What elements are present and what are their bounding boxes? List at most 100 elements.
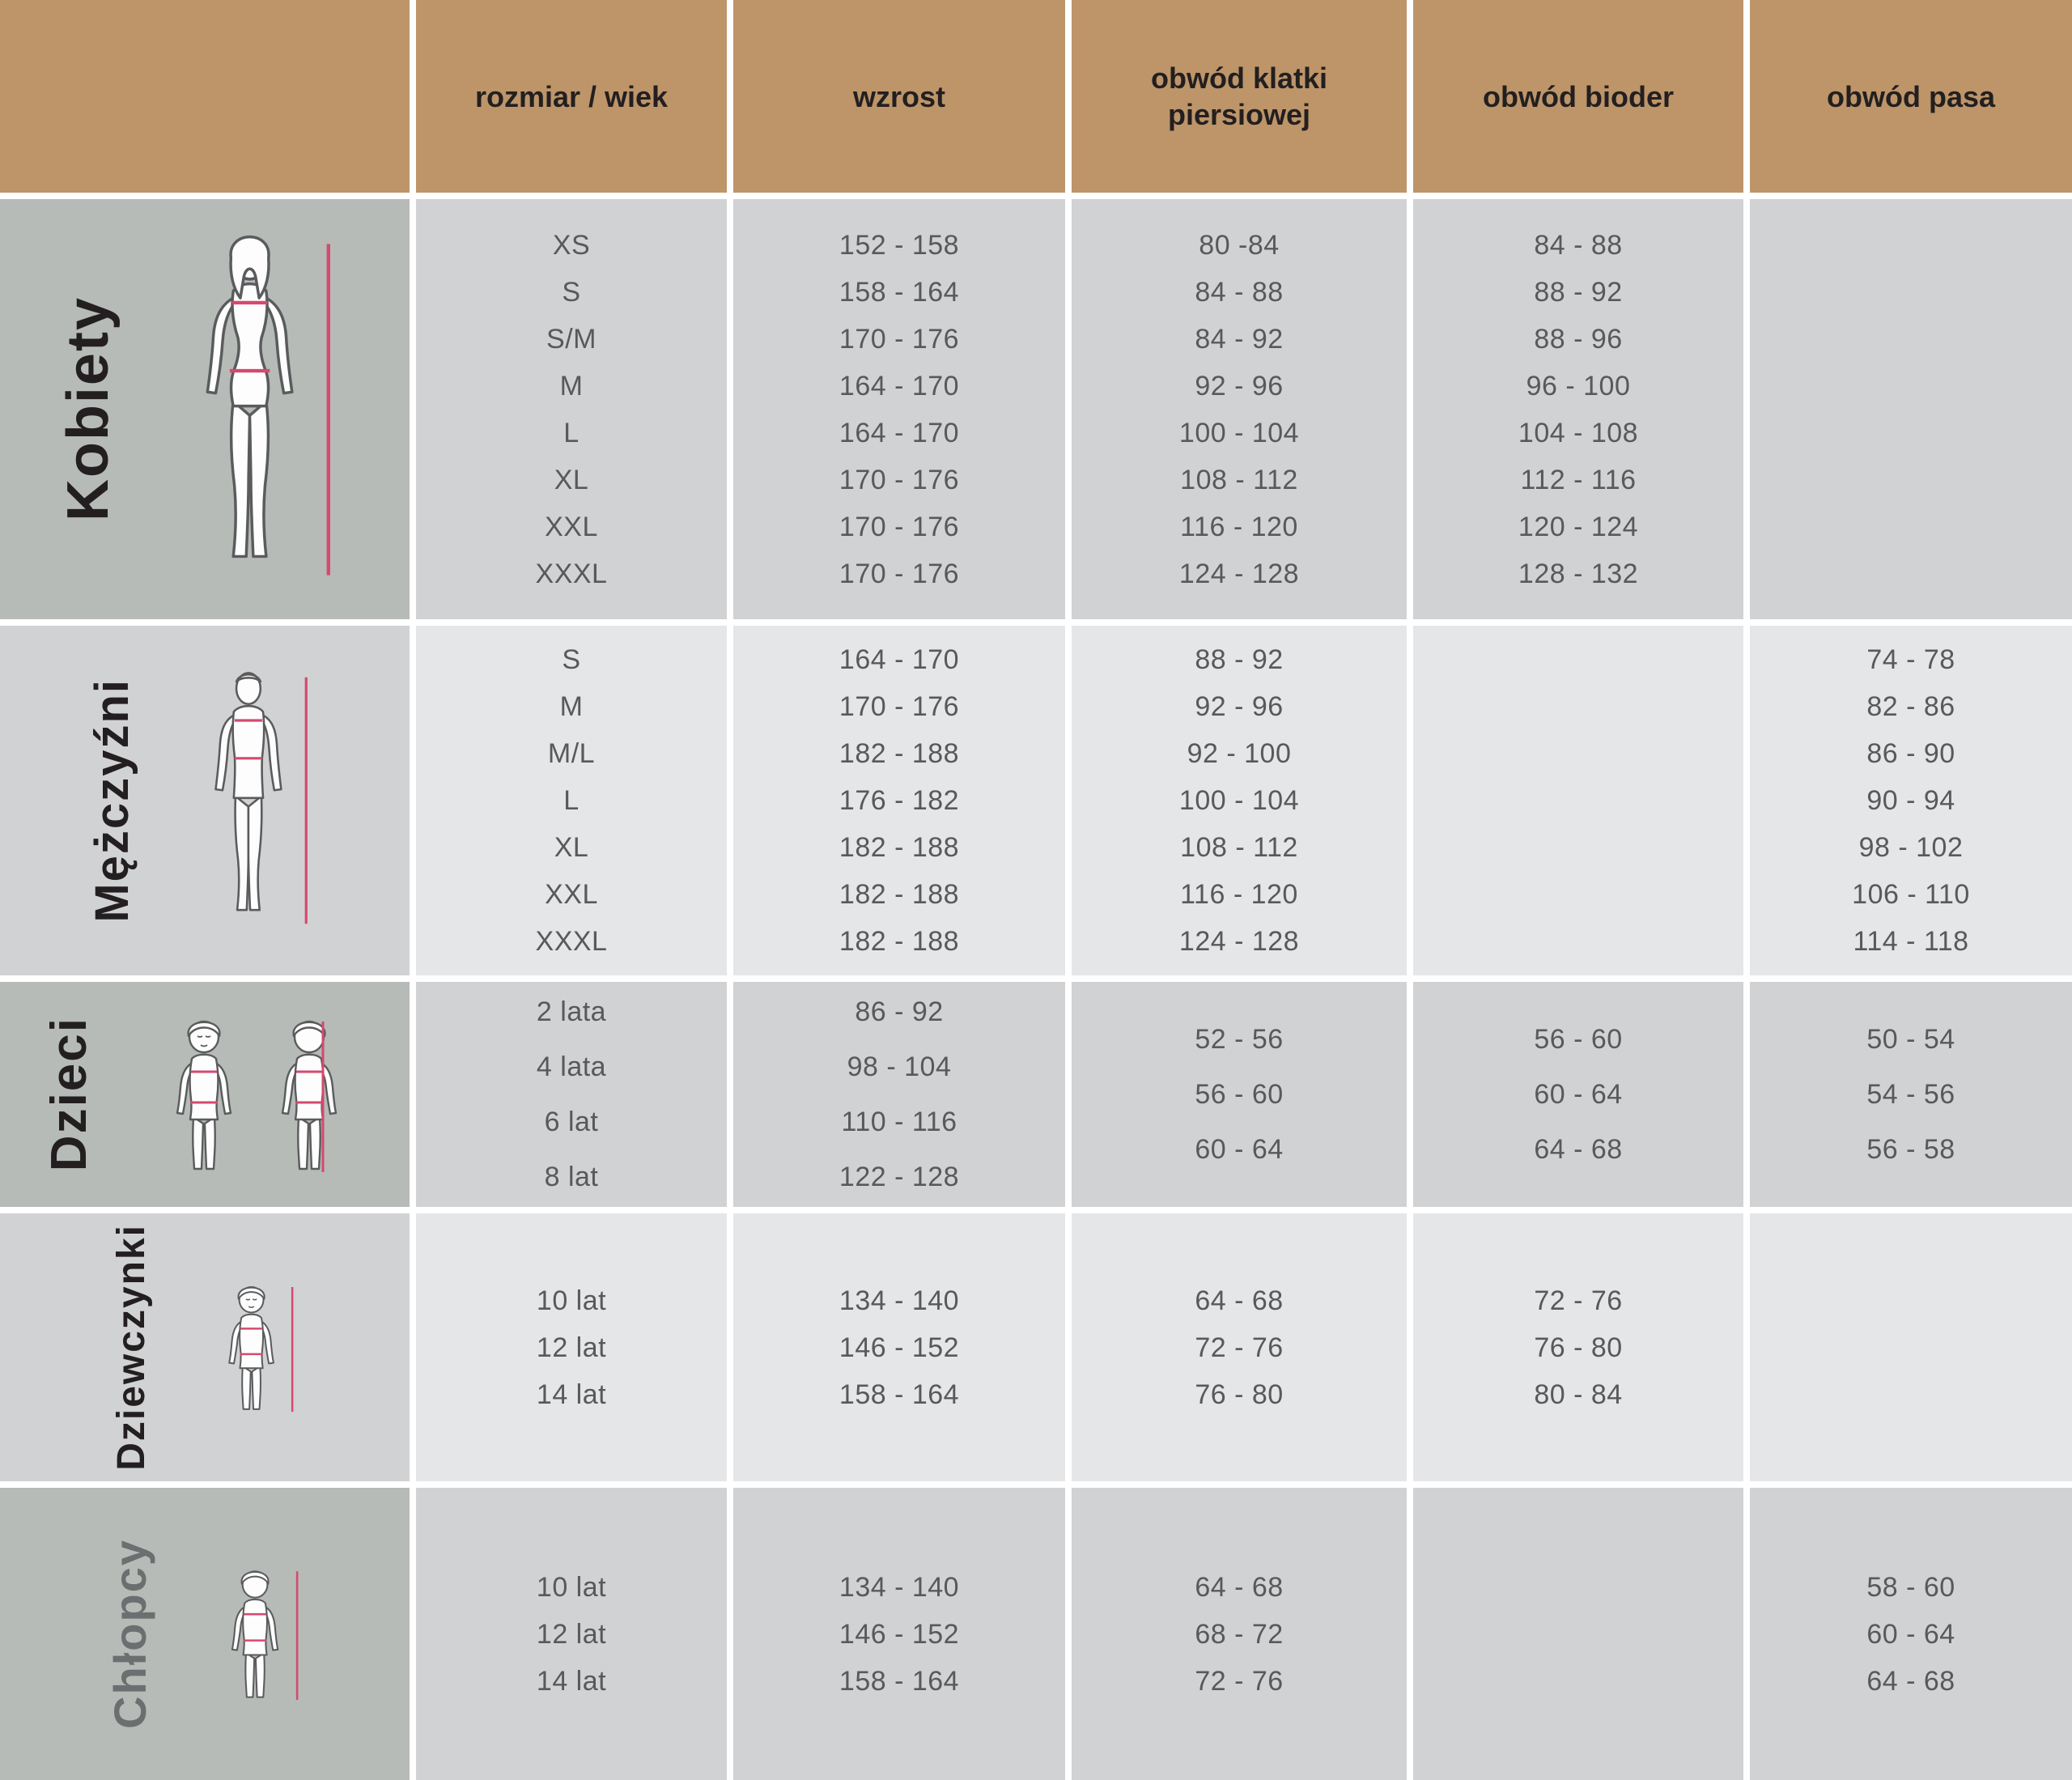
dzieci-hips-cell: 56 - 60 60 - 64 64 - 68 xyxy=(1413,982,1743,1207)
kobiety-chest-value: 108 - 112 xyxy=(1180,464,1298,495)
section-dzieci-label-cell: Dzieci xyxy=(0,982,410,1207)
column-header-chest: obwód klatki piersiowej xyxy=(1072,0,1407,193)
section-label-chlopcy: Chłopcy xyxy=(104,1539,155,1729)
kobiety-hips-value: 84 - 88 xyxy=(1534,229,1623,261)
kobiety-hips-value: 128 - 132 xyxy=(1518,558,1639,589)
mezczyzni-waist-value: 114 - 118 xyxy=(1853,926,1969,957)
dzieci-waist-cell: 50 - 54 54 - 56 56 - 58 xyxy=(1750,982,2072,1207)
kobiety-hips-cell: 84 - 88 88 - 92 88 - 96 96 - 100 104 - 108 11… xyxy=(1413,199,1743,619)
dziewczynki-hips-value: 80 - 84 xyxy=(1534,1379,1623,1410)
chlopcy-chest-value: 64 - 68 xyxy=(1195,1571,1284,1603)
dziewczynki-hips-value: 76 - 80 xyxy=(1534,1332,1623,1363)
mezczyzni-height-value: 164 - 170 xyxy=(839,644,960,675)
kobiety-height-value: 164 - 170 xyxy=(839,417,960,448)
mezczyzni-chest-value: 124 - 128 xyxy=(1178,926,1300,957)
chlopcy-height-value: 134 - 140 xyxy=(839,1571,960,1603)
kobiety-size-value: L xyxy=(563,417,580,448)
section-mezczyzni-label-cell: Mężczyźni xyxy=(0,626,410,975)
chlopcy-waist-value: 64 - 68 xyxy=(1866,1665,1955,1697)
chlopcy-waist-value: 60 - 64 xyxy=(1866,1618,1955,1650)
kobiety-height-value: 170 - 176 xyxy=(839,323,960,355)
dziewczynki-hips-cell: 72 - 76 76 - 80 80 - 84 xyxy=(1413,1213,1743,1481)
kobiety-hips-value: 112 - 116 xyxy=(1520,464,1637,495)
kobiety-hips-value: 120 - 124 xyxy=(1518,511,1639,542)
section-dziewczynki-label-cell: Dziewczynki xyxy=(0,1213,410,1481)
section-label-dziewczynki: Dziewczynki xyxy=(109,1224,153,1471)
chlopcy-chest-value: 68 - 72 xyxy=(1195,1618,1284,1650)
kobiety-height-value: 152 - 158 xyxy=(839,229,960,261)
kobiety-size-cell: XS S S/M M L XL XXL XXXL xyxy=(416,199,727,619)
mezczyzni-waist-value: 86 - 90 xyxy=(1866,738,1955,769)
chlopcy-height-value: 146 - 152 xyxy=(839,1618,960,1650)
kobiety-chest-cell: 80 -84 84 - 88 84 - 92 92 - 96 100 - 104 108 … xyxy=(1072,199,1407,619)
dzieci-height-value: 110 - 116 xyxy=(841,1107,957,1137)
mezczyzni-waist-value: 90 - 94 xyxy=(1866,785,1955,816)
mezczyzni-height-cell: 164 - 170 170 - 176 182 - 188 176 - 182 182 … xyxy=(733,626,1065,975)
section-label-kobiety: Kobiety xyxy=(56,296,121,522)
dzieci-size-value: 2 lata xyxy=(536,996,607,1027)
dzieci-chest-value: 56 - 60 xyxy=(1195,1079,1284,1110)
mezczyzni-size-value: S xyxy=(562,644,581,675)
mezczyzni-height-value: 182 - 188 xyxy=(839,879,960,910)
dzieci-height-value: 122 - 128 xyxy=(839,1162,960,1192)
kobiety-height-value: 170 - 176 xyxy=(839,558,960,589)
kobiety-hips-value: 88 - 92 xyxy=(1534,276,1623,308)
chlopcy-height-value: 158 - 164 xyxy=(839,1665,960,1697)
section-label-mezczyzni: Mężczyźni xyxy=(85,678,138,923)
dziewczynki-chest-cell: 64 - 68 72 - 76 76 - 80 xyxy=(1072,1213,1407,1481)
chlopcy-waist-cell: 58 - 60 60 - 64 64 - 68 xyxy=(1750,1488,2072,1780)
kobiety-height-value: 170 - 176 xyxy=(839,464,960,495)
dzieci-height-cell: 86 - 92 98 - 104 110 - 116 122 - 128 xyxy=(733,982,1065,1207)
girl-figure-icon xyxy=(210,1279,301,1417)
mezczyzni-waist-value: 106 - 110 xyxy=(1852,879,1970,910)
mezczyzni-size-value: XL xyxy=(554,832,589,863)
kobiety-chest-value: 92 - 96 xyxy=(1195,370,1284,401)
children-figure-icon xyxy=(155,1012,369,1178)
kobiety-chest-value: 100 - 104 xyxy=(1178,417,1300,448)
mezczyzni-chest-value: 108 - 112 xyxy=(1180,832,1298,863)
dzieci-hips-value: 56 - 60 xyxy=(1534,1024,1623,1055)
dzieci-height-value: 98 - 104 xyxy=(847,1051,952,1082)
section-chlopcy-label-cell: Chłopcy xyxy=(0,1488,410,1780)
kobiety-size-value: XL xyxy=(554,464,589,495)
mezczyzni-chest-value: 88 - 92 xyxy=(1195,644,1284,675)
kobiety-height-value: 164 - 170 xyxy=(839,370,960,401)
dzieci-size-cell: 2 lata 4 lata 6 lat 8 lat xyxy=(416,982,727,1207)
dziewczynki-chest-value: 64 - 68 xyxy=(1195,1285,1284,1316)
dziewczynki-size-value: 14 lat xyxy=(536,1379,607,1410)
section-kobiety-label-cell: Kobiety xyxy=(0,199,410,619)
mezczyzni-chest-value: 100 - 104 xyxy=(1178,785,1300,816)
chlopcy-hips-cell xyxy=(1413,1488,1743,1780)
chlopcy-size-cell: 10 lat 12 lat 14 lat xyxy=(416,1488,727,1780)
header-corner-cell xyxy=(0,0,410,193)
dziewczynki-size-cell: 10 lat 12 lat 14 lat xyxy=(416,1213,727,1481)
dzieci-size-value: 8 lat xyxy=(544,1162,599,1192)
column-header-hips: obwód bioder xyxy=(1413,0,1743,193)
kobiety-waist-cell xyxy=(1750,199,2072,619)
mezczyzni-size-value: M xyxy=(559,691,584,722)
kobiety-size-value: XS xyxy=(552,229,591,261)
mezczyzni-size-cell: S M M/L L XL XXL XXXL xyxy=(416,626,727,975)
chlopcy-chest-cell: 64 - 68 68 - 72 72 - 76 xyxy=(1072,1488,1407,1780)
dziewczynki-waist-cell xyxy=(1750,1213,2072,1481)
chlopcy-size-value: 10 lat xyxy=(536,1571,607,1603)
mezczyzni-size-value: XXL xyxy=(545,879,598,910)
dziewczynki-size-value: 12 lat xyxy=(536,1332,607,1363)
mezczyzni-waist-cell: 74 - 78 82 - 86 86 - 90 90 - 94 98 - 102 106 … xyxy=(1750,626,2072,975)
kobiety-chest-value: 80 -84 xyxy=(1199,229,1280,261)
mezczyzni-size-value: XXXL xyxy=(535,926,608,957)
woman-figure-icon xyxy=(178,227,355,592)
chlopcy-size-value: 12 lat xyxy=(536,1618,607,1650)
kobiety-hips-value: 104 - 108 xyxy=(1518,417,1639,448)
kobiety-size-value: XXL xyxy=(545,511,598,542)
kobiety-hips-value: 96 - 100 xyxy=(1526,370,1631,401)
dziewczynki-height-cell: 134 - 140 146 - 152 158 - 164 xyxy=(733,1213,1065,1481)
dziewczynki-height-value: 134 - 140 xyxy=(839,1285,960,1316)
mezczyzni-size-value: M/L xyxy=(547,738,596,769)
dzieci-height-value: 86 - 92 xyxy=(855,996,944,1027)
mezczyzni-waist-value: 98 - 102 xyxy=(1858,832,1964,863)
column-header-size-age: rozmiar / wiek xyxy=(416,0,727,193)
kobiety-height-cell: 152 - 158 158 - 164 170 - 176 164 - 170 164 … xyxy=(733,199,1065,619)
dziewczynki-size-value: 10 lat xyxy=(536,1285,607,1316)
dziewczynki-hips-value: 72 - 76 xyxy=(1534,1285,1623,1316)
